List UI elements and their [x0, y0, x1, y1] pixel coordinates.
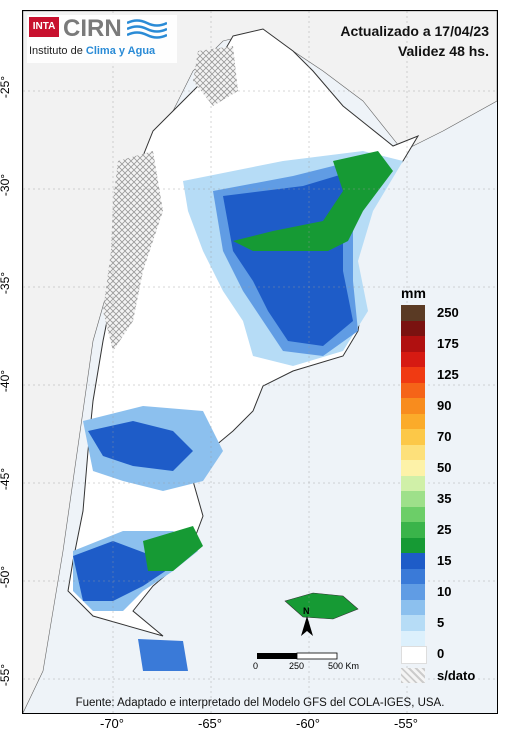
- north-arrow-icon: [301, 616, 313, 636]
- legend-label: 5: [437, 614, 445, 630]
- precip-tierra-fuego: [138, 639, 188, 671]
- legend-swatch: [401, 320, 425, 336]
- inta-logo-text: INTA: [29, 17, 59, 37]
- legend-swatch: [401, 522, 425, 538]
- legend-swatch: [401, 506, 425, 522]
- legend-swatch: [401, 460, 425, 476]
- legend-label: 125: [437, 366, 459, 382]
- precip-green-east: [233, 151, 393, 251]
- legend-label: 50: [437, 459, 452, 475]
- legend-swatch: [401, 568, 425, 584]
- legend-label: 70: [437, 428, 452, 444]
- legend-swatch: [401, 367, 425, 383]
- longitude-tick-label: -70°: [100, 716, 124, 731]
- scale-label-250: 250: [289, 661, 305, 671]
- legend-swatch: [401, 475, 425, 491]
- waves-icon: [127, 19, 167, 39]
- legend-label: 175: [437, 335, 459, 351]
- longitude-tick-label: -65°: [198, 716, 222, 731]
- cirn-logo: INTA CIRN Instituto de Clima y Agua: [27, 15, 177, 63]
- legend-nodata-swatch: [401, 667, 425, 683]
- legend-label: 35: [437, 490, 452, 506]
- legend-label: 250: [437, 304, 459, 320]
- validity: Validez 48 hs.: [397, 43, 489, 59]
- legend-label: 25: [437, 521, 452, 537]
- scale-label-500: 500 Km: [328, 661, 360, 671]
- legend-label: 15: [437, 552, 452, 568]
- legend-swatch: [401, 444, 425, 460]
- legend-label: 10: [437, 583, 452, 599]
- legend-swatch: [401, 351, 425, 367]
- precip-heavy-center: [223, 171, 353, 346]
- legend-swatch: [401, 646, 427, 664]
- map-frame: INTA CIRN Instituto de Clima y Agua Actu…: [22, 10, 498, 714]
- legend-swatch: [401, 382, 425, 398]
- legend-swatch: [401, 336, 425, 352]
- cirn-logo-text: CIRN: [63, 15, 122, 42]
- legend-unit: mm: [401, 285, 426, 301]
- legend-swatch: [401, 537, 425, 553]
- update-date: Actualizado a 17/04/23: [340, 23, 489, 39]
- legend-swatch: [401, 398, 425, 414]
- legend-swatch: [401, 491, 425, 507]
- precipitation-map: [23, 11, 497, 713]
- source-note: Fuente: Adaptado e interpretado del Mode…: [75, 697, 445, 709]
- logo-subtitle: Instituto de Clima y Agua: [29, 45, 156, 57]
- legend-label: 90: [437, 397, 452, 413]
- legend-swatch: [401, 553, 425, 569]
- longitude-tick-label: -55°: [394, 716, 418, 731]
- precip-south-green: [143, 526, 203, 571]
- legend-swatch: [401, 615, 425, 631]
- legend-nodata-label: s/dato: [437, 667, 476, 683]
- longitude-tick-label: -60°: [296, 716, 320, 731]
- legend-label: 0: [437, 645, 445, 661]
- legend-swatch: [401, 413, 425, 429]
- legend-swatch: [401, 599, 425, 615]
- legend-swatch: [401, 630, 425, 646]
- no-data-andes: [103, 151, 163, 351]
- malvinas-islands: [284, 592, 359, 620]
- map-title: Actualizado a 17/04/23 Validez 48 hs.: [340, 21, 489, 61]
- legend-swatch: [401, 429, 425, 445]
- scale-label-0: 0: [253, 661, 259, 671]
- precip-patagonia-heavy: [88, 421, 193, 471]
- north-label: N: [303, 606, 310, 616]
- legend-swatch: [401, 584, 425, 600]
- scale-bar: [257, 616, 338, 660]
- legend-swatch: [401, 305, 425, 321]
